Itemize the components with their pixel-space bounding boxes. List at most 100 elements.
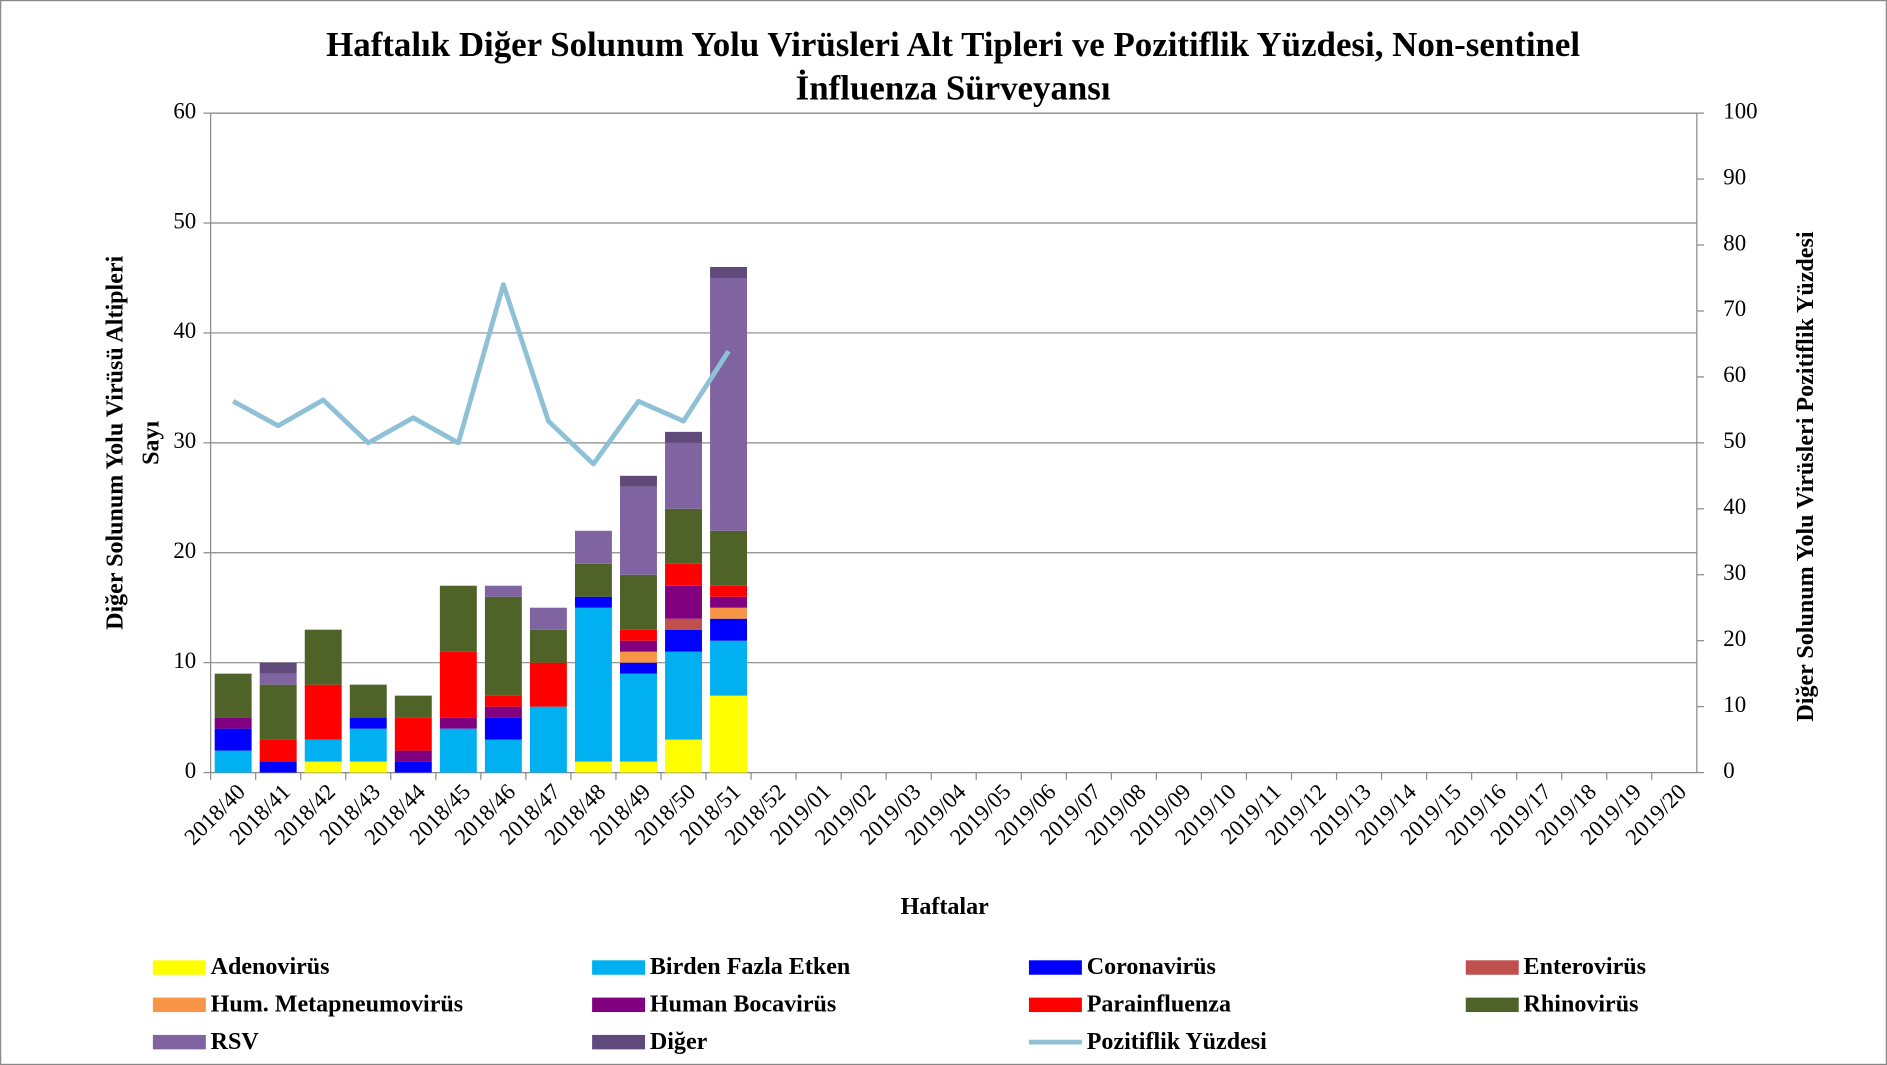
legend-label: Human Bocavirüs	[650, 992, 836, 1018]
bar-segment	[439, 585, 477, 652]
bar-segment	[665, 629, 702, 652]
bar-segment	[394, 695, 432, 718]
y2-tick-label: 60	[1723, 362, 1746, 387]
bar-segment	[484, 695, 522, 707]
y2-tick-label: 50	[1723, 428, 1746, 453]
bar-segment	[484, 596, 522, 696]
legend-swatch	[592, 1034, 646, 1050]
legend-swatch	[1465, 997, 1519, 1013]
y-tick-label: 30	[173, 428, 196, 453]
bar-segment	[710, 640, 748, 696]
bar-segment	[214, 717, 252, 729]
bar-segment	[620, 640, 657, 652]
bar-segment	[665, 651, 702, 740]
bar-segment	[529, 607, 567, 630]
y2-tick-label: 70	[1723, 296, 1746, 321]
bar-segment	[620, 629, 657, 641]
legend-swatch	[1465, 960, 1519, 975]
y-tick-label: 60	[173, 98, 196, 123]
bar-segment	[484, 706, 522, 718]
bar-segment	[304, 684, 342, 740]
bar-segment	[304, 761, 342, 773]
bar-segment	[394, 761, 432, 773]
bar-segment	[574, 563, 612, 597]
legend-swatch	[592, 997, 646, 1013]
bar-segment	[259, 662, 297, 674]
y-tick-label: 20	[173, 538, 196, 563]
bar-segment	[439, 717, 477, 729]
legend-swatch	[1028, 997, 1082, 1013]
bar-segment	[349, 761, 387, 773]
chart-title: Haftalık Diğer Solunum Yolu Virüsleri Al…	[326, 25, 1580, 64]
bar-segment	[259, 673, 297, 685]
y-tick-label: 40	[173, 318, 196, 343]
bar-segment	[710, 618, 748, 641]
bar-segment	[710, 607, 748, 619]
bar-segment	[574, 530, 612, 564]
bar-segment	[304, 739, 342, 762]
bar-segment	[665, 739, 702, 773]
bar-segment	[710, 530, 748, 586]
bar-segment	[394, 717, 432, 751]
bar-segment	[529, 629, 567, 663]
legend-label: Rhinovirüs	[1524, 992, 1639, 1018]
legend-label: Adenovirüs	[211, 954, 330, 980]
y-axis-label: Diğer Solunum Yolu Virüsü Altipleri	[102, 255, 128, 629]
bar-segment	[620, 673, 657, 762]
line-series	[232, 282, 731, 467]
bar-segment	[620, 662, 657, 674]
bar-segment	[665, 618, 702, 630]
bar-segment	[620, 475, 657, 487]
bar-segment	[665, 585, 702, 619]
y2-tick-label: 30	[1723, 560, 1746, 585]
legend-label: Hum. Metapneumovirüs	[211, 992, 464, 1018]
legend-swatch	[1028, 960, 1082, 975]
bar-segment	[349, 684, 387, 718]
legend-label: RSV	[211, 1029, 260, 1055]
bar-segment	[259, 739, 297, 762]
legend-label: Diğer	[650, 1029, 708, 1055]
y-tick-label: 10	[173, 648, 196, 673]
y2-tick-label: 0	[1723, 758, 1734, 783]
bar-segment	[259, 684, 297, 740]
bar-segment	[439, 651, 477, 718]
bar-segment	[349, 717, 387, 729]
y2-tick-label: 40	[1723, 494, 1746, 519]
bar-segment	[710, 585, 748, 597]
legend-swatch	[152, 997, 206, 1013]
bar-segment	[439, 728, 477, 773]
y2-tick-label: 80	[1723, 230, 1746, 255]
y2-tick-label: 20	[1723, 626, 1746, 651]
bar-segment	[394, 750, 432, 762]
bar-segment	[214, 673, 252, 718]
bar-segment	[214, 750, 252, 773]
y-tick-label: 50	[173, 208, 196, 233]
bar-segment	[484, 585, 522, 597]
bar-segment	[484, 739, 522, 773]
bar-segment	[349, 728, 387, 762]
y2-axis-label: Diğer Solunum Yolu Virüsleri Pozitiflik …	[1793, 231, 1819, 721]
y-axis-label: Sayı	[138, 420, 164, 464]
chart-title: İnfluenza Sürveyansı	[796, 68, 1111, 107]
legend-label: Birden Fazla Etken	[650, 954, 851, 980]
bar-segment	[259, 761, 297, 773]
bar-segment	[574, 761, 612, 773]
legend-label: Coronavirüs	[1087, 954, 1216, 980]
legend-label: Pozitiflik Yüzdesi	[1087, 1029, 1267, 1055]
legend-label: Enterovirüs	[1524, 954, 1646, 980]
bar-segment	[484, 717, 522, 740]
bar-segment	[620, 761, 657, 773]
bar-segment	[304, 629, 342, 685]
bar-segment	[529, 706, 567, 773]
bar-segment	[665, 508, 702, 564]
bar-segment	[529, 662, 567, 707]
x-axis-label: Haftalar	[901, 894, 989, 920]
bar-segment	[710, 596, 748, 608]
bar-segment	[665, 563, 702, 586]
bar-segment	[665, 431, 702, 443]
bar-segment	[710, 277, 748, 531]
bar-segment	[710, 695, 748, 773]
bar-segment	[574, 596, 612, 608]
